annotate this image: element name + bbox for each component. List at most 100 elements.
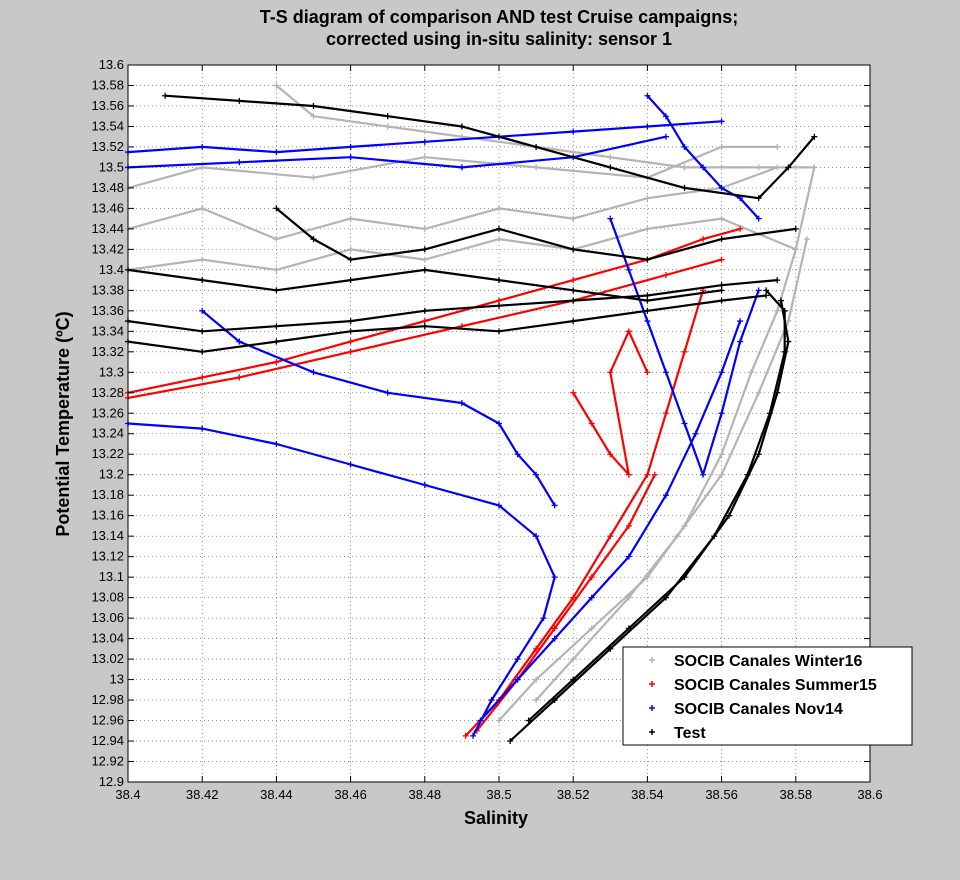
data-point — [811, 164, 818, 171]
y-tick-label: 13.5 — [99, 159, 124, 174]
x-tick-label: 38.5 — [486, 787, 511, 802]
data-point — [421, 225, 428, 232]
data-point — [199, 425, 206, 432]
y-tick-label: 13.52 — [91, 139, 124, 154]
data-point — [347, 328, 354, 335]
data-point — [625, 266, 632, 273]
data-point — [462, 732, 469, 739]
data-point — [496, 297, 502, 304]
data-point — [347, 318, 354, 325]
data-point — [625, 625, 632, 632]
data-point — [763, 292, 770, 299]
data-point — [588, 594, 595, 601]
data-point — [199, 307, 206, 314]
y-tick-label: 13.56 — [91, 98, 124, 113]
data-point — [570, 277, 577, 284]
data-point — [421, 481, 428, 488]
y-axis-label: Potential Temperature (ºC) — [53, 311, 73, 536]
data-point — [792, 225, 799, 232]
data-point — [792, 246, 799, 253]
y-tick-label: 13.36 — [91, 303, 124, 318]
data-point — [533, 143, 540, 150]
data-point — [384, 113, 391, 120]
data-point — [496, 420, 502, 427]
data-point — [551, 625, 558, 632]
data-point — [662, 369, 669, 376]
data-point — [199, 205, 206, 212]
y-tick-label: 13 — [110, 672, 124, 687]
y-axis-ticks: 12.9 12.92 12.94 12.96 12.98 13 13.02 13.04 13.0… — [91, 57, 870, 789]
data-point — [570, 656, 577, 663]
series-trace — [127, 135, 667, 169]
data-point — [273, 287, 280, 294]
data-point — [236, 159, 243, 166]
data-point — [662, 133, 669, 140]
y-tick-label: 13.18 — [91, 487, 124, 502]
data-point — [347, 143, 354, 150]
data-point — [347, 246, 354, 253]
data-point — [570, 594, 577, 601]
data-point — [421, 323, 428, 330]
data-point — [662, 271, 669, 278]
data-point — [644, 297, 651, 304]
data-point — [674, 533, 681, 540]
data-point — [458, 164, 465, 171]
data-point — [737, 318, 744, 325]
data-point — [785, 164, 792, 171]
series-trace — [127, 422, 556, 737]
series-trace — [127, 279, 778, 333]
data-point — [533, 645, 540, 652]
data-point — [273, 205, 280, 212]
data-point — [347, 215, 354, 222]
data-point — [199, 277, 206, 284]
data-point — [347, 461, 354, 468]
data-point — [273, 440, 280, 447]
series-trace — [127, 166, 778, 241]
data-point — [310, 369, 317, 376]
data-point — [533, 471, 540, 478]
data-point — [607, 215, 614, 222]
data-point — [777, 297, 784, 304]
legend-label: SOCIB Canales Nov14 — [674, 701, 843, 718]
legend-marker — [649, 705, 655, 711]
data-point — [644, 318, 651, 325]
data-point — [755, 164, 762, 171]
data-point — [273, 236, 280, 243]
series-trace — [127, 227, 741, 394]
data-point — [199, 328, 206, 335]
data-point — [625, 471, 632, 478]
data-point — [755, 389, 762, 396]
data-point — [570, 128, 577, 135]
data-point — [681, 348, 688, 355]
data-point — [496, 205, 502, 212]
x-tick-label: 38.6 — [857, 787, 882, 802]
data-point — [692, 430, 699, 437]
data-point — [755, 215, 762, 222]
y-tick-label: 13.22 — [91, 446, 124, 461]
y-tick-label: 13.08 — [91, 590, 124, 605]
legend-marker — [649, 657, 655, 663]
series-trace — [498, 167, 816, 722]
data-point — [737, 338, 744, 345]
y-tick-label: 12.94 — [91, 733, 124, 748]
data-point — [533, 164, 540, 171]
data-point — [514, 676, 521, 683]
data-point — [588, 420, 595, 427]
data-point — [273, 323, 280, 330]
data-point — [803, 236, 810, 243]
data-point — [421, 138, 428, 145]
y-tick-label: 13.02 — [91, 651, 124, 666]
series-trace — [535, 238, 808, 701]
y-tick-label: 13.3 — [99, 364, 124, 379]
data-point — [199, 348, 206, 355]
x-tick-label: 38.46 — [334, 787, 367, 802]
y-tick-label: 13.6 — [99, 57, 124, 72]
data-point — [718, 410, 725, 417]
y-tick-label: 13.46 — [91, 200, 124, 215]
legend: SOCIB Canales Winter16 SOCIB Canales Summ… — [622, 646, 913, 746]
data-point — [310, 236, 317, 243]
data-point — [421, 307, 428, 314]
y-tick-label: 13.42 — [91, 241, 124, 256]
data-point — [496, 277, 502, 284]
data-point — [718, 471, 725, 478]
